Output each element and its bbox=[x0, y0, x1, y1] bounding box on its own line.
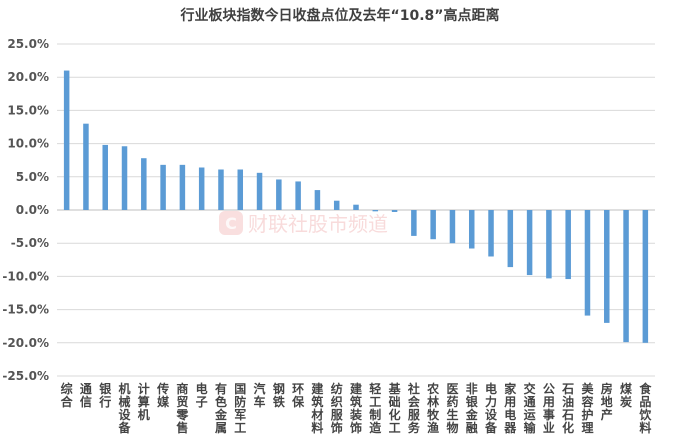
y-tick-label: 0.0% bbox=[16, 203, 49, 217]
category-label: 社会服务 bbox=[407, 381, 421, 435]
y-tick-label: 20.0% bbox=[7, 70, 49, 84]
bar bbox=[468, 210, 475, 249]
bar bbox=[295, 181, 301, 210]
category-label: 美容护理 bbox=[580, 381, 594, 435]
y-tick-label: 25.0% bbox=[7, 37, 49, 51]
bar bbox=[372, 210, 379, 212]
category-label: 非银金融 bbox=[465, 381, 479, 435]
category-label: 家用电器 bbox=[503, 381, 517, 435]
category-label: 环保 bbox=[291, 382, 305, 409]
bar bbox=[198, 167, 205, 210]
category-label: 石油石化 bbox=[561, 382, 574, 435]
category-label: 轻工制造 bbox=[369, 381, 382, 435]
chart-title: 行业板块指数今日收盘点位及去年“10.8”高点距离 bbox=[180, 7, 500, 24]
y-tick-label: -5.0% bbox=[11, 236, 49, 250]
bar bbox=[333, 200, 340, 210]
watermark: C 财联社股市频道 bbox=[219, 211, 388, 236]
category-label: 商贸零售 bbox=[175, 381, 189, 435]
bar bbox=[546, 210, 552, 279]
category-label: 通信 bbox=[80, 381, 92, 409]
category-label: 建筑装饰 bbox=[349, 381, 363, 435]
bar bbox=[256, 172, 263, 210]
category-label: 农林牧渔 bbox=[426, 381, 440, 435]
category-label: 煤炭 bbox=[620, 381, 632, 409]
bar bbox=[160, 164, 166, 210]
y-tick-label: 5.0% bbox=[16, 170, 49, 184]
bar bbox=[411, 210, 417, 236]
bar bbox=[642, 210, 649, 343]
y-tick-label: 10.0% bbox=[7, 137, 49, 151]
category-label: 电力设备 bbox=[484, 381, 498, 435]
category-label: 有色金属 bbox=[214, 381, 228, 435]
category-label: 银行 bbox=[98, 381, 112, 409]
x-axis: 综合通信银行机械设备计算机传媒商贸零售电子有色金属国防军工汽车钢铁环保建筑材料纺… bbox=[61, 381, 653, 435]
category-label: 公用事业 bbox=[542, 382, 555, 435]
bar bbox=[584, 210, 591, 316]
bar bbox=[507, 210, 514, 268]
bar bbox=[430, 210, 436, 240]
category-label: 综合 bbox=[61, 381, 74, 409]
bar-series bbox=[63, 70, 649, 343]
category-label: 建筑材料 bbox=[310, 381, 324, 435]
category-label: 食品饮料 bbox=[638, 381, 652, 435]
bar bbox=[83, 123, 89, 210]
bar bbox=[179, 164, 186, 210]
bar bbox=[121, 146, 128, 210]
bar bbox=[276, 179, 282, 210]
watermark-logo-icon bbox=[219, 211, 243, 235]
category-label: 传媒 bbox=[156, 381, 170, 409]
y-tick-label: 15.0% bbox=[7, 103, 49, 117]
watermark-logo-letter: C bbox=[225, 214, 237, 233]
bar bbox=[141, 158, 147, 210]
y-axis: 25.0% 20.0% 15.0% 10.0% 5.0% 0.0% -5.0% -10.0% -… bbox=[2, 37, 49, 383]
bar bbox=[526, 210, 533, 276]
bar bbox=[314, 190, 321, 210]
bar bbox=[391, 210, 398, 212]
category-label: 基础化工 bbox=[388, 381, 402, 435]
y-tick-label: -15.0% bbox=[2, 303, 49, 317]
category-label: 房地产 bbox=[601, 381, 613, 422]
category-label: 医药生物 bbox=[446, 382, 458, 435]
watermark-text: 财联社股市频道 bbox=[248, 212, 388, 236]
category-label: 计算机 bbox=[138, 381, 150, 422]
category-label: 钢铁 bbox=[273, 381, 285, 409]
category-label: 电子 bbox=[196, 381, 208, 409]
bar bbox=[604, 210, 610, 323]
y-tick-label: -20.0% bbox=[2, 336, 49, 350]
bar bbox=[102, 144, 108, 210]
bar bbox=[353, 204, 359, 210]
bar bbox=[63, 70, 70, 210]
bar bbox=[488, 210, 494, 257]
bar bbox=[237, 169, 244, 210]
category-label: 纺织服饰 bbox=[331, 381, 344, 435]
y-tick-label: -25.0% bbox=[2, 369, 49, 383]
category-label: 交通运输 bbox=[524, 381, 537, 435]
category-label: 汽车 bbox=[254, 381, 266, 409]
bar bbox=[449, 210, 456, 244]
bar bbox=[565, 210, 571, 280]
category-label: 机械设备 bbox=[118, 381, 132, 435]
category-label: 国防军工 bbox=[234, 382, 246, 435]
y-tick-label: -10.0% bbox=[2, 269, 49, 283]
bar bbox=[218, 169, 224, 210]
bar bbox=[623, 210, 629, 343]
